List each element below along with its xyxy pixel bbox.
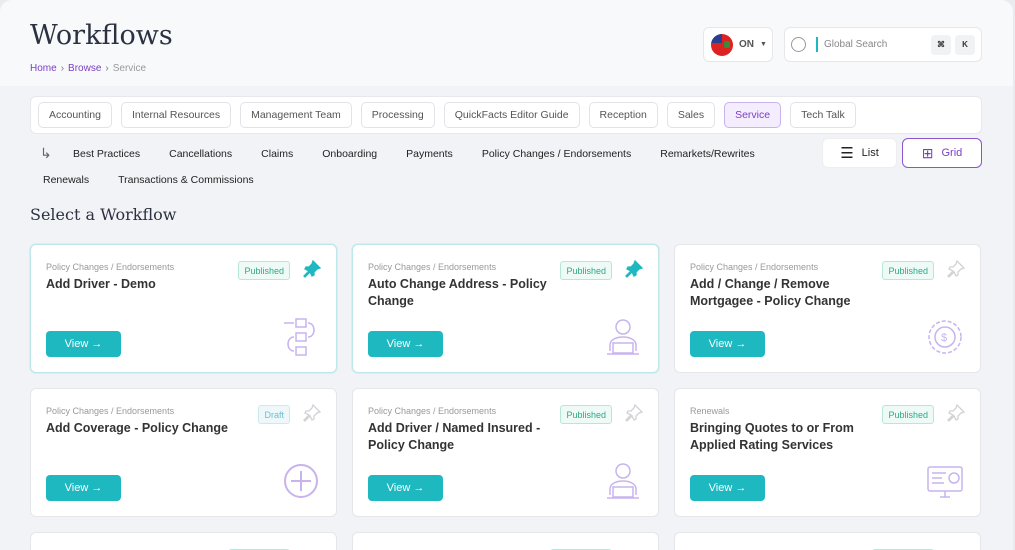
card-title: Add / Change / Remove Mortgagee - Policy… [690, 277, 851, 308]
category-tab[interactable]: Accounting [38, 102, 112, 128]
search-icon [791, 37, 806, 52]
breadcrumb: Home › Browse › Service [30, 63, 147, 74]
money-gear-icon: $ [926, 317, 964, 357]
status-badge: Published [560, 405, 612, 424]
workflow-card[interactable] [352, 532, 659, 550]
subcategory-link[interactable]: Payments [406, 147, 453, 160]
workflow-card[interactable] [674, 532, 981, 550]
pin-icon[interactable] [947, 403, 966, 427]
view-button[interactable]: View → [368, 331, 443, 357]
breadcrumb-browse[interactable]: Browse [68, 63, 102, 74]
person-laptop-icon [604, 317, 642, 357]
page-title: Workflows [30, 20, 173, 51]
subcategory-link[interactable]: Onboarding [322, 147, 378, 160]
view-button[interactable]: View → [690, 331, 765, 357]
text-cursor [816, 37, 818, 52]
workflow-card[interactable]: Policy Changes / Endorsements Add Driver… [352, 388, 659, 517]
pin-icon[interactable] [947, 259, 966, 283]
card-title: Add Driver / Named Insured - Policy Chan… [368, 421, 541, 452]
category-tab[interactable]: QuickFacts Editor Guide [443, 102, 580, 128]
card-category: Policy Changes / Endorsements [46, 262, 175, 272]
ontario-flag-icon [711, 33, 733, 56]
card-title: Add Driver - Demo [46, 277, 156, 291]
workflow-card[interactable]: Policy Changes / Endorsements Auto Chang… [352, 244, 659, 373]
province-code: ON [739, 39, 754, 50]
card-category: Policy Changes / Endorsements [690, 262, 819, 272]
view-button[interactable]: View → [46, 331, 121, 357]
pin-icon[interactable] [625, 259, 644, 283]
status-badge: Published [238, 261, 290, 280]
section-title: Select a Workflow [30, 205, 177, 224]
status-badge: Published [882, 405, 934, 424]
card-title: Bringing Quotes to or From Applied Ratin… [690, 421, 854, 452]
pin-icon[interactable] [303, 403, 322, 427]
card-category: Policy Changes / Endorsements [368, 262, 497, 272]
category-tab[interactable]: Sales [666, 102, 716, 128]
grid-icon: ⊞ [921, 144, 934, 161]
card-title: Auto Change Address - Policy Change [368, 277, 547, 308]
workflow-card[interactable] [30, 532, 337, 550]
province-selector[interactable]: ON ▼ [703, 27, 773, 62]
card-category: Policy Changes / Endorsements [46, 406, 175, 416]
workflow-card[interactable]: Policy Changes / Endorsements Add Driver… [30, 244, 337, 373]
status-badge: Published [560, 261, 612, 280]
breadcrumb-current: Service [112, 63, 147, 74]
view-button[interactable]: View → [690, 475, 765, 501]
pin-icon[interactable] [303, 259, 322, 283]
grid-label: Grid [941, 147, 963, 159]
workflow-card[interactable]: Policy Changes / Endorsements Add / Chan… [674, 244, 981, 373]
k-key: K [955, 34, 975, 55]
subcategory-link[interactable]: Renewals [43, 173, 90, 186]
chevron-down-icon: ▼ [760, 41, 767, 48]
category-tab[interactable]: Reception [588, 102, 658, 128]
plus-circle-icon [282, 461, 320, 501]
cmd-key: ⌘ [931, 34, 951, 55]
workflow-card[interactable]: Renewals Bringing Quotes to or From Appl… [674, 388, 981, 517]
category-tab[interactable]: Tech Talk [790, 102, 856, 128]
page-header: Workflows Home › Browse › Service ON ▼ Globa… [0, 0, 1013, 86]
subcategory-link[interactable]: Policy Changes / Endorsements [481, 147, 632, 160]
category-tab[interactable]: Internal Resources [120, 102, 232, 128]
view-button[interactable]: View → [368, 475, 443, 501]
view-button[interactable]: View → [46, 475, 121, 501]
list-view-button[interactable]: ☰ List [822, 138, 897, 168]
category-tabs: Accounting Internal Resources Management T… [30, 96, 982, 134]
status-badge: Published [882, 261, 934, 280]
subcategory-link[interactable]: Transactions & Commissions [118, 173, 254, 186]
global-search[interactable]: Global Search ⌘ K [784, 27, 982, 62]
subcategory-link[interactable]: Cancellations [169, 147, 233, 160]
status-badge: Draft [258, 405, 290, 424]
card-title: Add Coverage - Policy Change [46, 421, 228, 435]
category-tab[interactable]: Management Team [240, 102, 352, 128]
list-label: List [861, 147, 879, 159]
svg-text:$: $ [941, 332, 947, 344]
subcategory-links: ↳ Best Practices Cancellations Claims Onboar… [40, 145, 810, 197]
subcategory-link[interactable]: Remarkets/Rewrites [660, 147, 755, 160]
person-laptop-icon [604, 461, 642, 501]
search-placeholder: Global Search [824, 39, 888, 50]
subcategory-link[interactable]: Best Practices [73, 147, 141, 160]
breadcrumb-home[interactable]: Home [30, 63, 57, 74]
workflow-card[interactable]: Policy Changes / Endorsements Add Covera… [30, 388, 337, 517]
card-category: Renewals [690, 406, 730, 416]
grid-view-button[interactable]: ⊞ Grid [902, 138, 982, 168]
return-arrow-icon: ↳ [40, 145, 52, 161]
category-tab[interactable]: Service [724, 102, 782, 128]
subcategory-link[interactable]: Claims [261, 147, 294, 160]
category-tab[interactable]: Processing [360, 102, 435, 128]
workflow-steps-icon [282, 317, 320, 357]
list-icon: ☰ [840, 145, 854, 162]
monitor-settings-icon [926, 461, 964, 501]
pin-icon[interactable] [625, 403, 644, 427]
card-category: Policy Changes / Endorsements [368, 406, 497, 416]
